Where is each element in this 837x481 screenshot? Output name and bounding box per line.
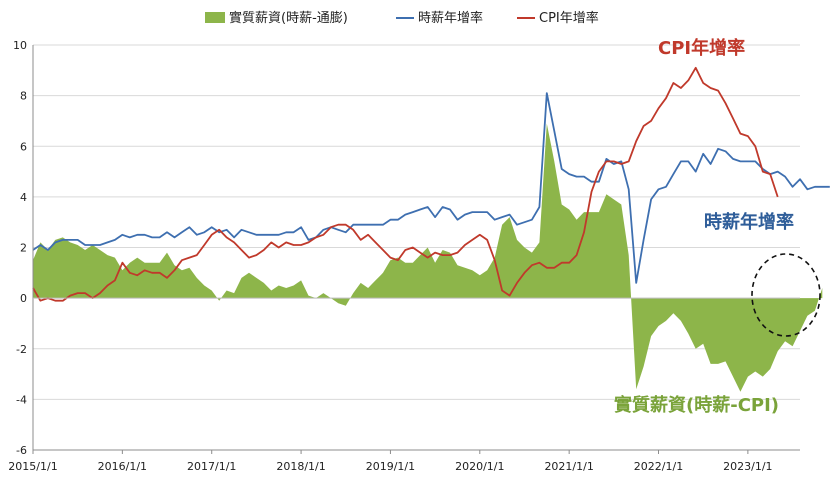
x-tick-label: 2016/1/1 bbox=[98, 460, 147, 473]
y-tick-label: 4 bbox=[20, 191, 27, 204]
x-tick-label: 2018/1/1 bbox=[276, 460, 325, 473]
x-tick-label: 2022/1/1 bbox=[634, 460, 683, 473]
x-tick-label: 2019/1/1 bbox=[366, 460, 415, 473]
series-cpi-line bbox=[32, 66, 779, 302]
axis-layer: 10 8 6 4 2 0 -2 -4 -6 2015/1/1 2016/1/1 2017/1/1 201… bbox=[8, 39, 800, 473]
legend-swatch-real-wage bbox=[205, 12, 225, 23]
y-tick-label: -6 bbox=[16, 444, 27, 457]
legend-label-real-wage: 實質薪資(時薪-通膨) bbox=[229, 10, 348, 26]
y-tick-label: 10 bbox=[13, 39, 27, 52]
legend-label-wage: 時薪年增率 bbox=[418, 10, 483, 26]
legend-label-cpi: CPI年增率 bbox=[539, 10, 599, 26]
highlight-circle bbox=[751, 253, 821, 337]
x-tick-label: 2021/1/1 bbox=[544, 460, 593, 473]
y-tick-label: -2 bbox=[16, 343, 27, 356]
y-tick-label: 8 bbox=[20, 90, 27, 103]
line-layer bbox=[32, 66, 830, 302]
annotation-cpi: CPI年增率 bbox=[658, 37, 745, 59]
x-tick-label: 2020/1/1 bbox=[455, 460, 504, 473]
series-wage-line bbox=[32, 92, 830, 284]
annotation-wage: 時薪年增率 bbox=[704, 211, 794, 233]
y-tick-label: 0 bbox=[20, 292, 27, 305]
annotation-real-wage: 實質薪資(時薪-CPI) bbox=[614, 394, 779, 416]
y-tick-label: 2 bbox=[20, 242, 27, 255]
y-tick-label: 6 bbox=[20, 140, 27, 153]
x-tick-label: 2023/1/1 bbox=[723, 460, 772, 473]
grid bbox=[33, 44, 800, 451]
legend: 實質薪資(時薪-通膨) 時薪年增率 CPI年增率 bbox=[205, 10, 599, 26]
x-tick-label: 2015/1/1 bbox=[8, 460, 57, 473]
x-tick-label: 2017/1/1 bbox=[187, 460, 236, 473]
y-tick-label: -4 bbox=[16, 393, 27, 406]
